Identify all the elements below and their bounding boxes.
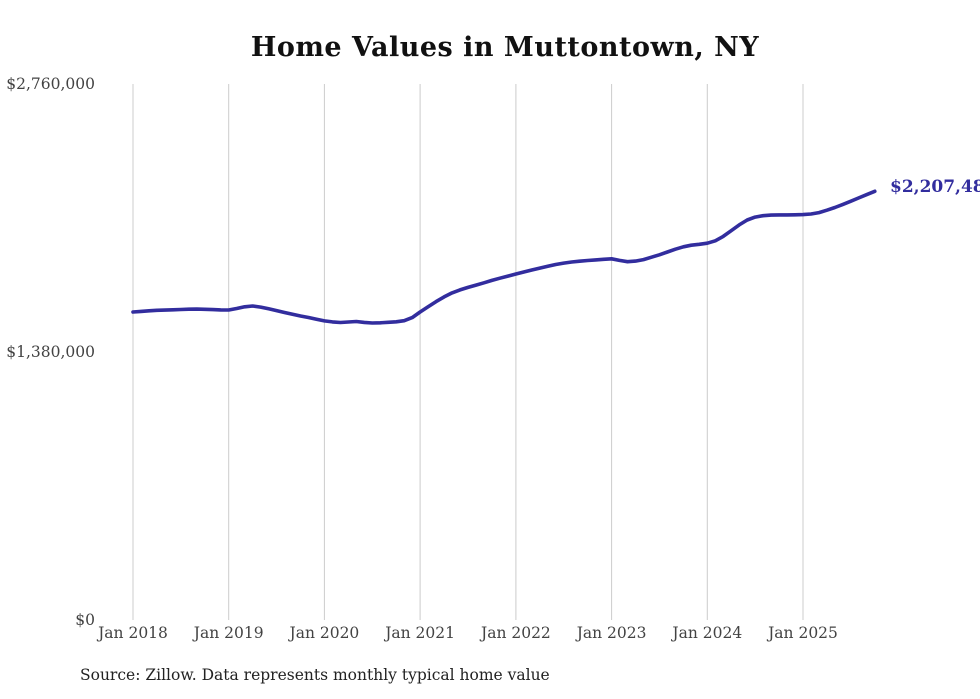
source-note: Source: Zillow. Data represents monthly … <box>80 666 550 684</box>
latest-value-label: $2,207,485 <box>890 177 980 197</box>
y-axis-label: $0 <box>75 611 95 629</box>
y-axis-label: $2,760,000 <box>6 75 95 93</box>
x-axis-label: Jan 2020 <box>289 624 360 642</box>
home-value-line <box>131 189 877 325</box>
x-axis-label: Jan 2019 <box>193 624 264 642</box>
x-axis-label: Jan 2018 <box>98 624 168 642</box>
x-axis-label: Jan 2025 <box>768 624 838 642</box>
y-axis-label: $1,380,000 <box>6 343 95 361</box>
x-axis-label: Jan 2021 <box>385 624 455 642</box>
gridlines <box>132 84 804 620</box>
x-axis-label: Jan 2024 <box>672 624 743 642</box>
x-axis-label: Jan 2022 <box>480 624 551 642</box>
x-axis-label: Jan 2023 <box>576 624 647 642</box>
chart-title: Home Values in Muttontown, NY <box>250 32 760 63</box>
